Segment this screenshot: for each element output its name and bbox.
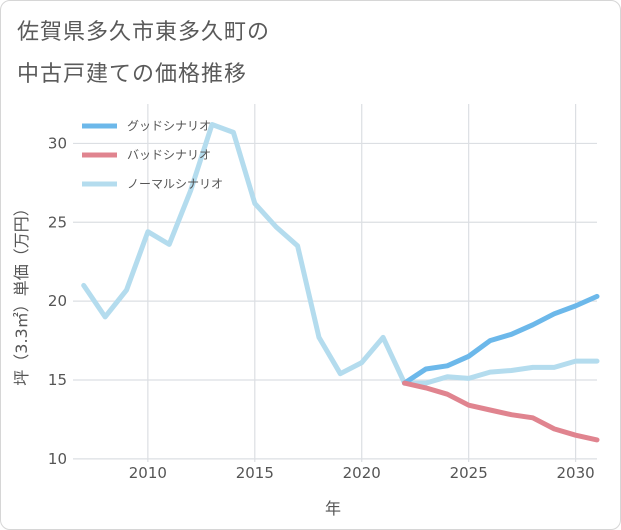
x-tick-label: 2020 <box>343 464 381 482</box>
y-tick-label: 25 <box>48 213 67 231</box>
y-tick-labels: 10 15 20 25 30 <box>48 134 67 467</box>
series-line <box>402 293 600 386</box>
y-tick-label: 15 <box>48 371 67 389</box>
x-tick-label: 2030 <box>557 464 595 482</box>
x-tick-label: 2015 <box>236 464 274 482</box>
grid-lines <box>73 104 597 462</box>
y-axis-label: 坪（3.3㎡）単価（万円） <box>12 200 31 385</box>
y-tick-label: 30 <box>48 134 67 152</box>
chart-title-line-1: 佐賀県多久市東多久町の <box>17 20 271 45</box>
chart-title-line-2: 中古戸建ての価格推移 <box>17 62 248 87</box>
legend-label: ノーマルシナリオ <box>127 177 223 191</box>
y-tick-label: 20 <box>48 292 67 310</box>
x-tick-label: 2010 <box>129 464 167 482</box>
series-lines <box>81 122 600 443</box>
x-tick-label: 2025 <box>450 464 488 482</box>
x-axis-label: 年 <box>325 499 341 518</box>
series-line <box>81 122 600 386</box>
legend-label: グッドシナリオ <box>127 119 211 133</box>
x-tick-labels: 2010 2015 2020 2025 2030 <box>129 464 595 482</box>
legend-label: バッドシナリオ <box>127 148 211 162</box>
series-line <box>402 380 600 443</box>
y-tick-label: 10 <box>48 450 67 468</box>
